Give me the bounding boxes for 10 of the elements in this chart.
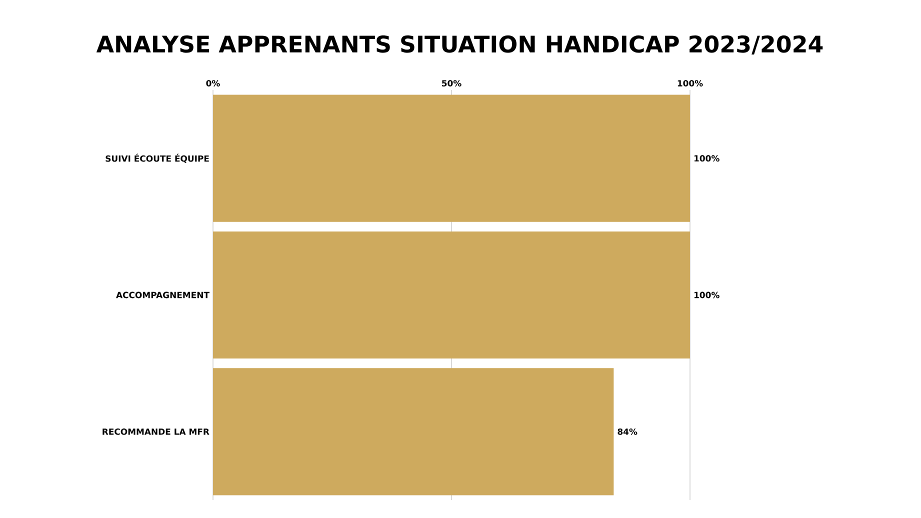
x-tick-label: 50% bbox=[442, 80, 462, 86]
x-tick-label: 0% bbox=[206, 80, 220, 86]
data-label: 100% bbox=[694, 155, 720, 162]
y-tick-label: ACCOMPAGNEMENT bbox=[116, 292, 210, 298]
chart-title: ANALYSE APPRENANTS SITUATION HANDICAP 2023/2024 bbox=[96, 35, 823, 55]
data-label: 100% bbox=[694, 292, 720, 298]
x-tick-label: 100% bbox=[678, 80, 703, 86]
y-tick-label: SUIVI ÉCOUTE ÉQUIPE bbox=[106, 154, 209, 163]
data-label: 84% bbox=[618, 428, 638, 435]
y-tick-label: RECOMMANDE LA MFR bbox=[102, 428, 210, 435]
